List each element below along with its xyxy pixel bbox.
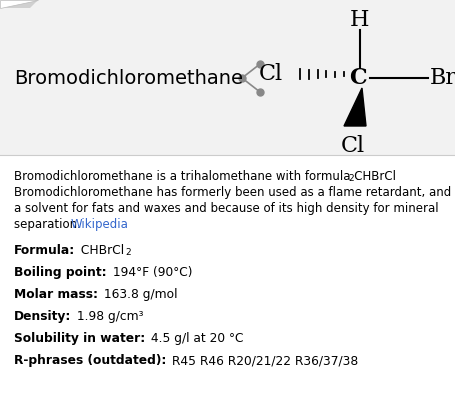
Text: C: C: [349, 67, 366, 89]
Text: Solubility in water:: Solubility in water:: [14, 332, 145, 345]
Text: Density:: Density:: [14, 310, 71, 323]
Text: Wikipedia: Wikipedia: [71, 218, 129, 231]
Text: R45 R46 R20/21/22 R36/37/38: R45 R46 R20/21/22 R36/37/38: [168, 354, 358, 367]
Text: Bromodichloromethane has formerly been used as a flame retardant, and: Bromodichloromethane has formerly been u…: [14, 186, 450, 199]
Text: 1.98 g/cm³: 1.98 g/cm³: [73, 310, 144, 323]
Text: Br: Br: [429, 67, 455, 89]
Polygon shape: [0, 0, 38, 8]
Text: 163.8 g/mol: 163.8 g/mol: [100, 288, 177, 301]
Text: Formula:: Formula:: [14, 244, 75, 257]
Text: 2: 2: [347, 174, 353, 183]
Text: 2: 2: [125, 248, 131, 257]
Text: Bromodichloromethane: Bromodichloromethane: [14, 68, 243, 88]
Polygon shape: [0, 0, 38, 8]
Text: Cl: Cl: [258, 63, 283, 85]
Text: separation.: separation.: [14, 218, 85, 231]
Polygon shape: [343, 88, 365, 126]
Text: R-phrases (outdated):: R-phrases (outdated):: [14, 354, 166, 367]
Text: a solvent for fats and waxes and because of its high density for mineral: a solvent for fats and waxes and because…: [14, 202, 438, 215]
Text: 4.5 g/l at 20 °C: 4.5 g/l at 20 °C: [147, 332, 243, 345]
Text: CHBrCl: CHBrCl: [77, 244, 124, 257]
Text: Cl: Cl: [340, 135, 364, 157]
Text: Molar mass:: Molar mass:: [14, 288, 98, 301]
Bar: [0, 0, 455, 155]
Text: 194°F (90°C): 194°F (90°C): [108, 266, 192, 279]
Text: H: H: [349, 9, 369, 31]
Text: .: .: [355, 170, 359, 183]
Text: Boiling point:: Boiling point:: [14, 266, 106, 279]
Text: Bromodichloromethane is a trihalomethane with formula CHBrCl: Bromodichloromethane is a trihalomethane…: [14, 170, 395, 183]
